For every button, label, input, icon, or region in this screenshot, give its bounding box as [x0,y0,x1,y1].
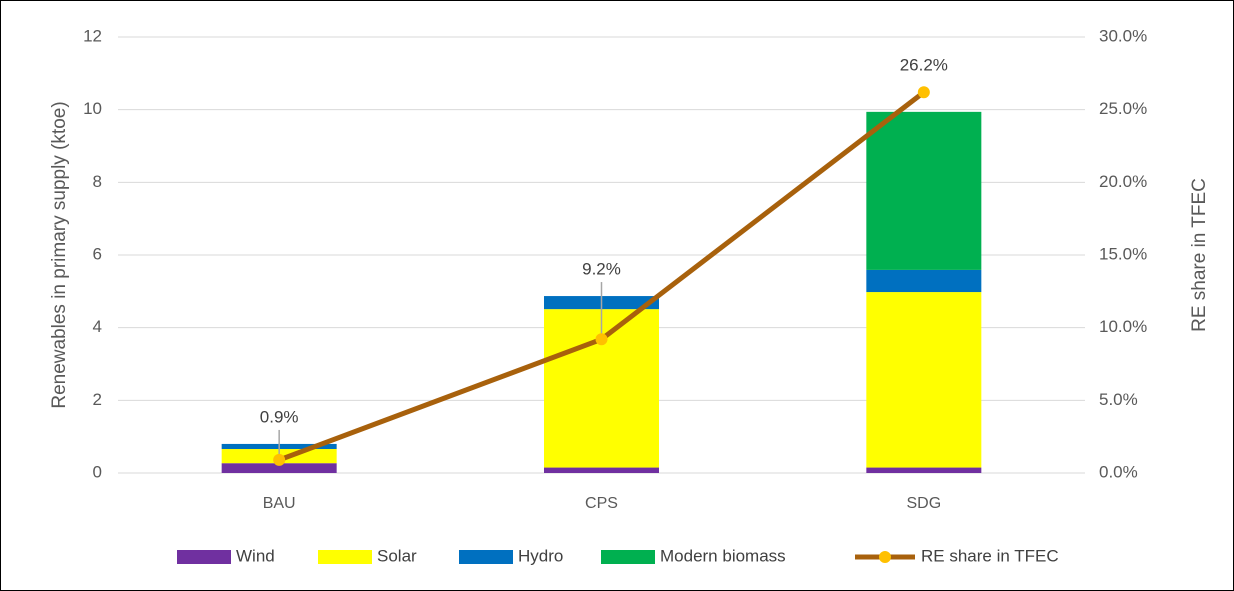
y-tick-label: 6 [93,244,102,263]
y-tick-label: 12 [83,26,102,45]
data-label: 9.2% [582,260,621,279]
bar-segment [866,467,982,473]
x-tick-label: BAU [263,495,296,512]
y2-tick-label: 10.0% [1099,317,1147,336]
bar-segment [866,292,982,468]
y-tick-label: 0 [93,462,102,481]
y2-tick-label: 30.0% [1099,26,1147,45]
line-marker [595,333,608,346]
legend-swatch [318,550,372,564]
legend-swatch [459,550,513,564]
y-tick-label: 4 [93,317,102,336]
x-tick-label: SDG [906,495,941,512]
bar-segment [544,467,659,473]
line-marker [273,453,286,466]
legend-swatch [601,550,655,564]
y-tick-label: 10 [83,99,102,118]
bar-segment [866,269,982,293]
y2-tick-label: 0.0% [1099,462,1138,481]
legend-label: Wind [236,546,275,565]
y2-tick-label: 20.0% [1099,172,1147,191]
bar-segment [866,111,982,270]
legend-label: Modern biomass [660,546,786,565]
y2-tick-label: 25.0% [1099,99,1147,118]
legend-label: Solar [377,546,417,565]
data-label: 0.9% [260,407,299,426]
y-tick-label: 8 [93,172,102,191]
line-marker [917,86,930,99]
x-tick-label: CPS [585,495,618,512]
y2-axis-title: RE share in TFEC [1189,178,1210,332]
legend-swatch [177,550,231,564]
y-tick-label: 2 [93,390,102,409]
data-label: 26.2% [900,56,948,75]
legend-label: Hydro [518,546,563,565]
y2-tick-label: 5.0% [1099,390,1138,409]
legend-marker [879,551,891,563]
y-axis-title: Renewables in primary supply (ktoe) [49,101,70,408]
y2-tick-label: 15.0% [1099,244,1147,263]
legend-label: RE share in TFEC [921,546,1059,565]
bar-segment [221,463,337,473]
